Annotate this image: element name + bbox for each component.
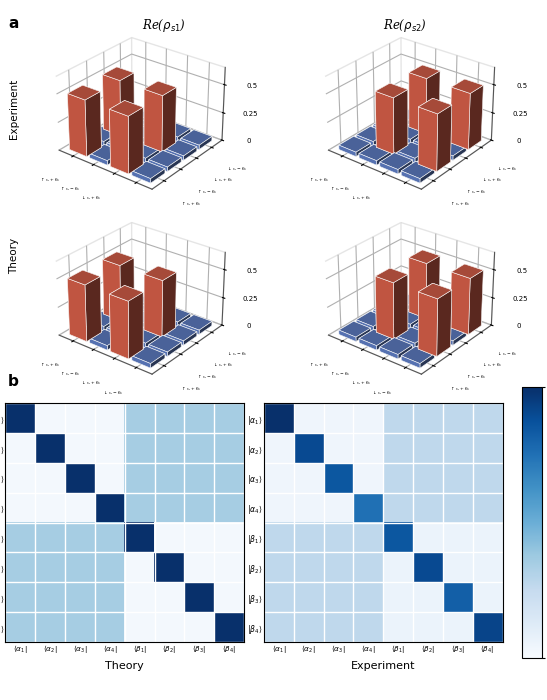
Text: a: a <box>8 16 19 31</box>
X-axis label: Theory: Theory <box>106 661 144 671</box>
Text: Re($\rho_{s2}$): Re($\rho_{s2}$) <box>383 18 427 34</box>
Text: b: b <box>8 374 19 389</box>
Text: Re($\rho_{s1}$): Re($\rho_{s1}$) <box>142 18 186 34</box>
X-axis label: Experiment: Experiment <box>351 661 416 671</box>
Text: Theory: Theory <box>9 237 19 274</box>
Text: Experiment: Experiment <box>9 78 19 139</box>
